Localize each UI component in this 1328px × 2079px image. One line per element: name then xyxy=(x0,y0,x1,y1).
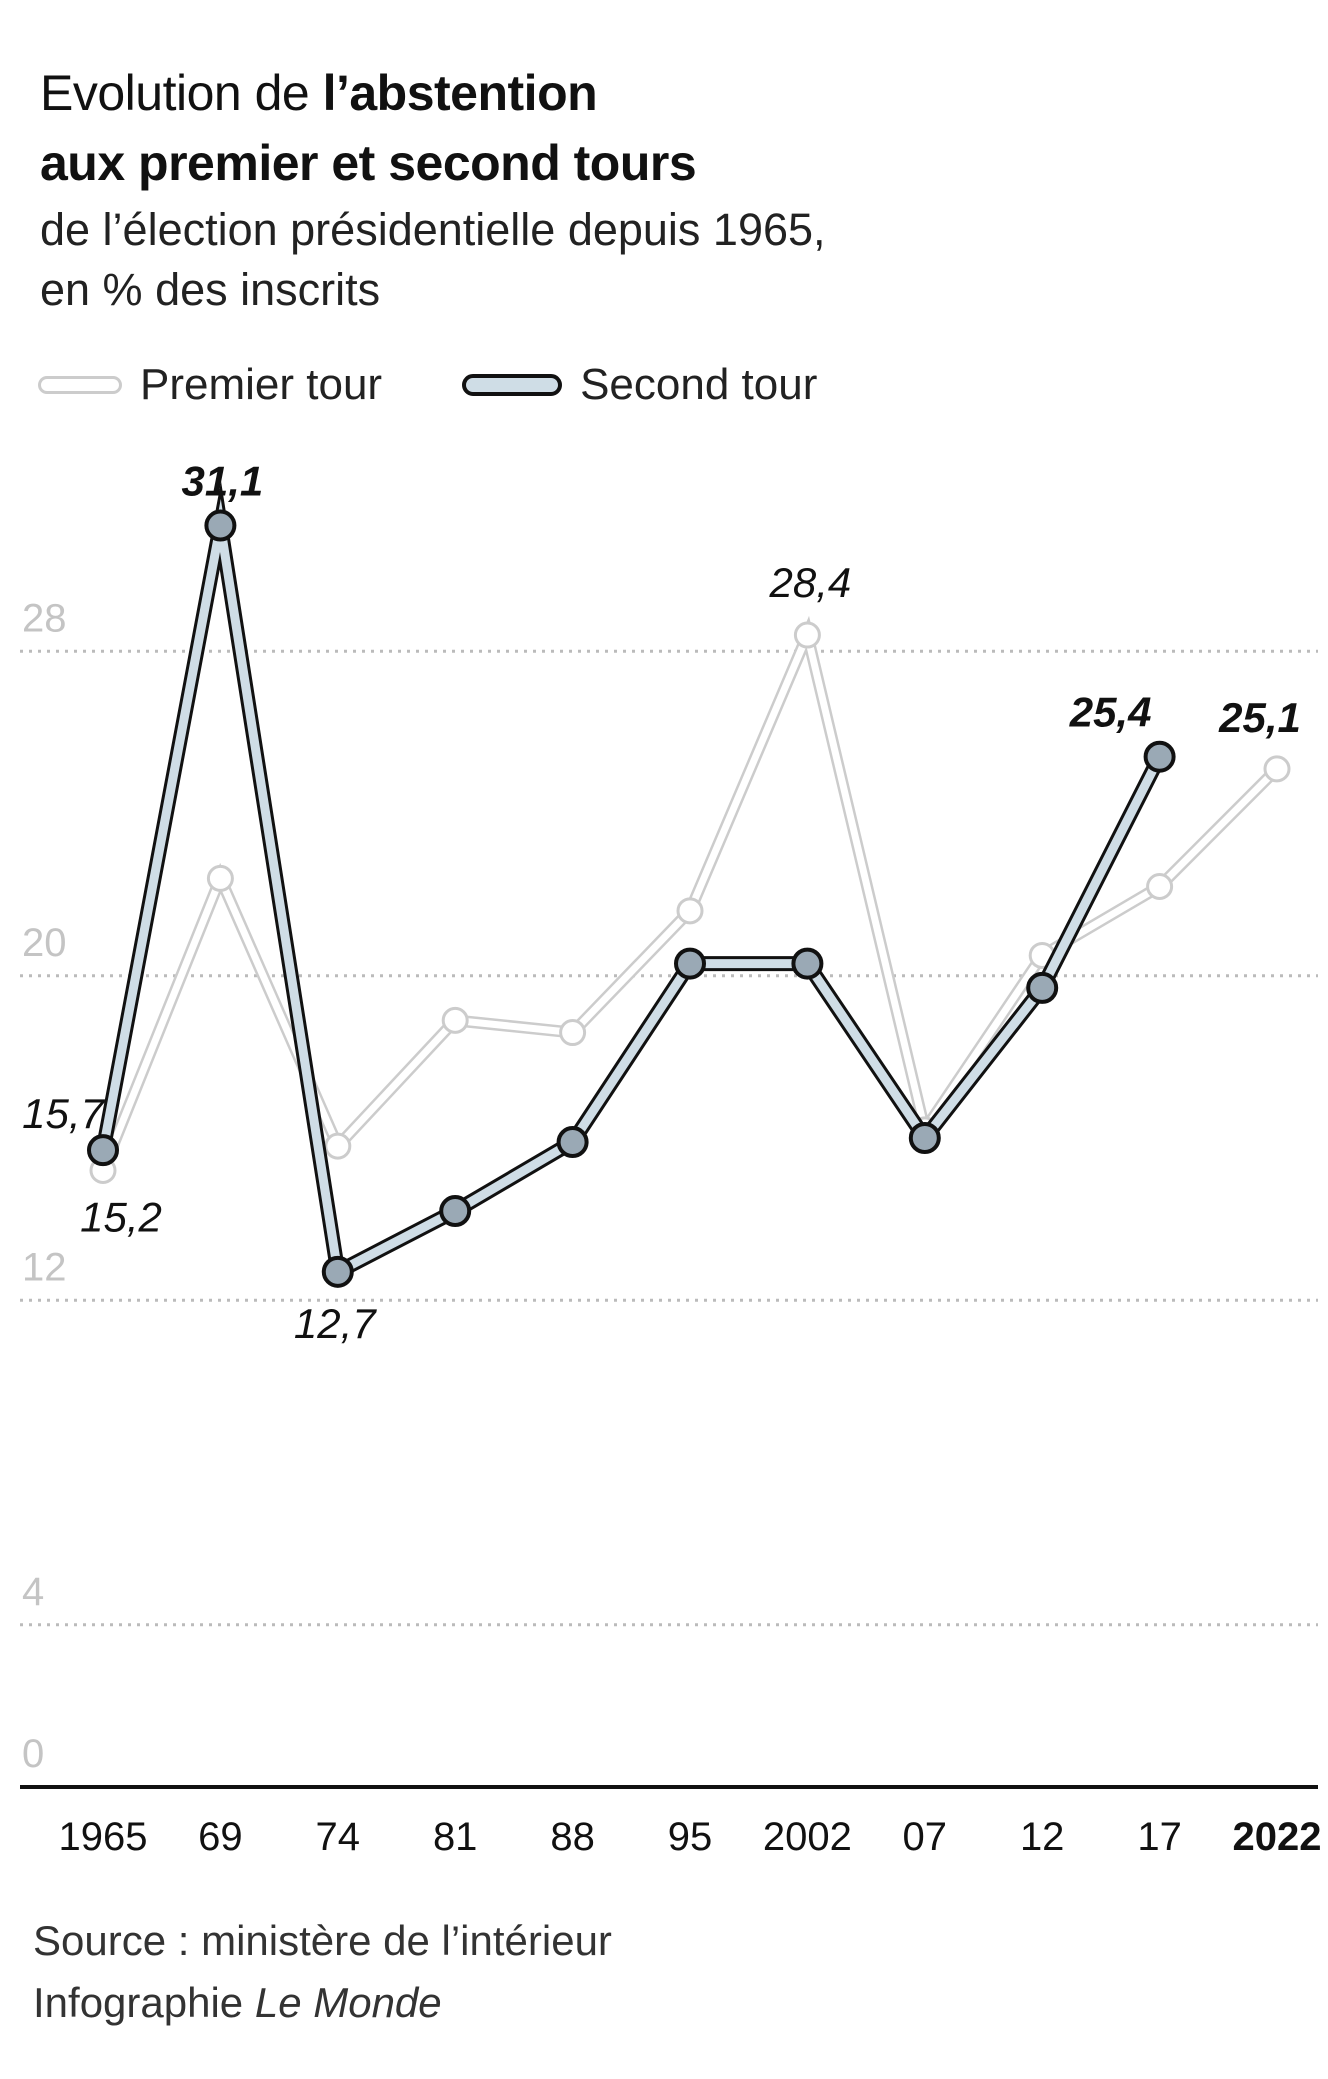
legend: Premier tour Second tour xyxy=(38,355,817,415)
data-label-premier-tour-1965: 15,2 xyxy=(80,1193,162,1240)
premier-tour-point-2022 xyxy=(1263,755,1291,783)
second-tour-point-12 xyxy=(1026,971,1059,1004)
x-tick-label-17: 17 xyxy=(1137,1815,1182,1859)
x-tick-label-07: 07 xyxy=(903,1815,948,1859)
legend-item-second-round: Second tour xyxy=(462,360,817,410)
y-tick-label-12: 12 xyxy=(22,1245,67,1289)
data-label-second-tour-17: 25,4 xyxy=(1069,689,1152,736)
second-tour-point-2002 xyxy=(791,947,824,980)
y-tick-label-20: 20 xyxy=(22,921,67,965)
x-tick-label-81: 81 xyxy=(433,1815,478,1859)
x-tick-label-12: 12 xyxy=(1020,1815,1065,1859)
title-bold-part1: l’abstention xyxy=(322,65,598,121)
legend-swatch-second-round xyxy=(462,374,563,396)
source-note: Source : ministère de l’intérieur Infogr… xyxy=(33,1910,612,2034)
title-prefix: Evolution de xyxy=(40,65,323,121)
source-line: Source : ministère de l’intérieur xyxy=(33,1917,612,1964)
data-labels: 15,7 15,2 31,1 12,7 28,4 25,4 25,1 xyxy=(22,458,1301,1347)
x-tick-label-2002: 2002 xyxy=(763,1815,852,1859)
premier-tour-point-2002 xyxy=(793,621,821,649)
x-tick-label-1965: 1965 xyxy=(59,1815,148,1859)
y-tick-label-0: 0 xyxy=(22,1732,44,1776)
premier-tour-point-88 xyxy=(559,1019,587,1047)
credit-publisher: Le Monde xyxy=(254,1979,442,2026)
legend-label-first-round: Premier tour xyxy=(140,360,383,409)
second-tour-point-07 xyxy=(908,1122,941,1154)
legend-swatch-first-round xyxy=(38,376,122,394)
premier-tour-point-74 xyxy=(324,1132,352,1160)
second-tour-point-81 xyxy=(439,1195,472,1228)
x-tick-label-69: 69 xyxy=(198,1815,243,1859)
x-tick-label-74: 74 xyxy=(316,1815,361,1859)
line-chart: 0 4 12 20 28 1965 69 74 81 88 95 2002 07 12 17 2022 15… xyxy=(20,458,1322,1859)
premier-tour-point-81 xyxy=(441,1006,469,1034)
chart-subtitle: de l’élection présidentielle depuis 1965… xyxy=(40,200,1040,320)
y-tick-label-28: 28 xyxy=(22,596,67,640)
grid-lines xyxy=(20,649,1318,1627)
second-tour-point-69 xyxy=(204,509,237,542)
legend-label-second-round: Second tour xyxy=(580,360,818,409)
second-tour-line-outline xyxy=(95,481,1167,1284)
second-tour-line xyxy=(98,499,1164,1279)
x-tick-label-88: 88 xyxy=(550,1815,595,1859)
data-label-second-tour-74: 12,7 xyxy=(294,1300,377,1347)
second-tour-point-1965 xyxy=(87,1134,119,1167)
legend-item-first-round: Premier tour xyxy=(38,360,382,410)
data-label-premier-tour-2002: 28,4 xyxy=(769,559,852,606)
subtitle-line2: en % des inscrits xyxy=(40,264,381,315)
y-tick-label-4: 4 xyxy=(22,1570,44,1614)
x-tick-label-2022: 2022 xyxy=(1233,1815,1322,1859)
x-tick-label-95: 95 xyxy=(668,1815,713,1859)
premier-tour-point-69 xyxy=(206,864,234,892)
premier-tour-point-95 xyxy=(676,897,704,925)
second-tour-point-17 xyxy=(1143,740,1176,773)
subtitle-line1: de l’élection présidentielle depuis 1965… xyxy=(40,204,826,255)
second-tour-point-88 xyxy=(556,1126,589,1159)
data-label-second-tour-1965: 15,7 xyxy=(22,1090,105,1137)
data-label-premier-tour-2022: 25,1 xyxy=(1218,694,1301,741)
credit-prefix: Infographie xyxy=(33,1979,255,2026)
chart-title: Evolution de l’abstention aux premier et… xyxy=(40,58,697,198)
second-tour-point-95 xyxy=(674,947,706,980)
data-label-second-tour-69: 31,1 xyxy=(182,458,264,505)
series-second-tour xyxy=(87,481,1176,1288)
second-tour-point-74 xyxy=(321,1255,354,1288)
title-bold-part2: aux premier et second tours xyxy=(40,135,697,191)
y-tick-labels: 0 4 12 20 28 xyxy=(22,596,67,1776)
x-tick-labels: 1965 69 74 81 88 95 2002 07 12 17 2022 xyxy=(59,1815,1322,1859)
premier-tour-point-17 xyxy=(1146,873,1174,901)
